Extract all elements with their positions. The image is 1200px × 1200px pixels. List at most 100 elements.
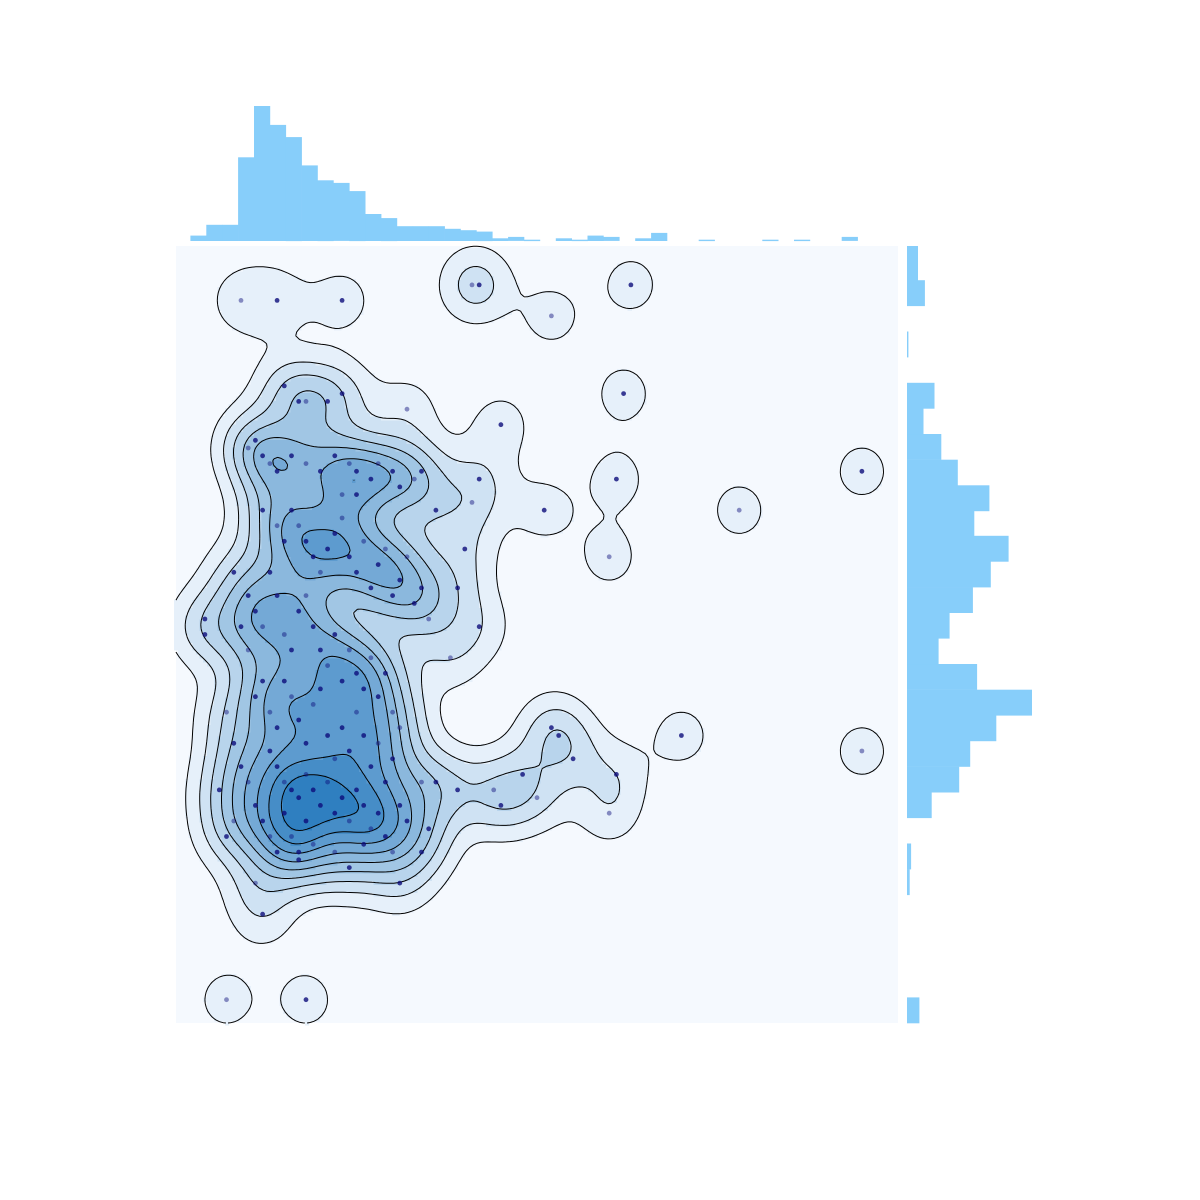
hist-top-bar	[396, 226, 414, 241]
scatter-point	[368, 655, 374, 661]
hist-right-bar	[907, 740, 971, 767]
scatter-point	[253, 803, 258, 808]
scatter-point	[231, 818, 237, 824]
scatter-point	[419, 849, 424, 855]
scatter-point	[383, 834, 388, 839]
scatter-point	[260, 624, 265, 630]
hist-top-bar	[301, 165, 318, 241]
scatter-point	[303, 818, 309, 824]
scatter-point	[354, 569, 359, 575]
scatter-point	[541, 507, 547, 513]
scatter-point	[361, 686, 367, 692]
scatter-point	[289, 834, 294, 839]
scatter-point	[404, 554, 410, 560]
scatter-point	[296, 399, 302, 404]
scatter-points-layer	[202, 282, 865, 1003]
scatter-point	[296, 857, 302, 863]
scatter-point	[274, 849, 280, 855]
scatter-point	[354, 492, 359, 497]
hist-right-bar	[907, 246, 918, 281]
scatter-point	[339, 492, 345, 497]
scatter-point	[274, 523, 280, 529]
scatter-point	[375, 810, 381, 816]
scatter-point	[679, 733, 684, 738]
scatter-point	[736, 507, 742, 513]
scatter-point	[354, 787, 359, 793]
scatter-point	[859, 748, 865, 754]
scatter-point	[390, 849, 395, 855]
scatter-point	[354, 468, 359, 474]
hist-top-bar	[571, 239, 588, 242]
scatter-point	[339, 795, 345, 801]
scatter-point	[433, 779, 439, 785]
scatter-point	[455, 787, 460, 793]
scatter-point	[274, 468, 280, 474]
scatter-point	[411, 476, 417, 482]
scatter-point	[354, 709, 359, 715]
hist-top-bar	[698, 239, 715, 242]
scatter-point	[397, 484, 403, 490]
scatter-point	[491, 787, 497, 793]
scatter-point	[231, 740, 237, 746]
scatter-point	[325, 733, 330, 738]
scatter-point	[346, 818, 352, 824]
scatter-point	[296, 849, 302, 855]
hist-right-bar	[907, 535, 1009, 562]
scatter-point	[318, 686, 323, 692]
scatter-point	[476, 624, 482, 630]
hist-top-bar	[317, 180, 334, 242]
scatter-point	[368, 764, 374, 769]
hist-top-bar	[285, 137, 302, 242]
scatter-point	[260, 911, 265, 917]
scatter-point	[296, 795, 302, 801]
scatter-point	[476, 282, 482, 288]
scatter-point	[303, 997, 309, 1003]
hist-right-bar	[907, 689, 1032, 716]
scatter-point	[354, 670, 359, 676]
scatter-point	[303, 399, 309, 404]
scatter-point	[238, 298, 244, 303]
hist-top-bar	[794, 239, 811, 242]
kde-contour-2	[184, 266, 621, 917]
scatter-point	[253, 694, 258, 700]
hist-top-bar	[254, 106, 271, 241]
scatter-point	[332, 453, 338, 459]
scatter-point	[281, 678, 287, 684]
kde-contour-6	[243, 456, 413, 863]
scatter-point	[332, 756, 338, 762]
scatter-point	[289, 787, 294, 793]
scatter-point	[224, 709, 229, 715]
scatter-point	[281, 383, 287, 389]
scatter-point	[859, 468, 865, 474]
scatter-point	[303, 740, 309, 746]
scatter-point	[361, 733, 367, 738]
scatter-point	[498, 422, 504, 428]
kde-contours	[175, 245, 884, 1024]
hist-right-bar	[907, 715, 997, 742]
hist-top-bar	[381, 218, 398, 242]
hist-right-bar	[907, 843, 912, 870]
kde-contour-3	[200, 374, 572, 892]
hist-top-bar	[190, 235, 207, 241]
hist-top-bar	[428, 226, 445, 241]
scatter-point	[368, 826, 374, 832]
hist-right-bar	[907, 561, 991, 588]
scatter-point	[390, 709, 395, 715]
hist-right-bar	[907, 485, 990, 512]
hist-right-bar	[907, 331, 909, 358]
scatter-point	[289, 647, 294, 653]
scatter-point	[426, 616, 432, 622]
scatter-point	[469, 282, 475, 288]
scatter-point	[339, 391, 345, 396]
hist-top-bar	[349, 191, 366, 242]
scatter-point	[245, 445, 251, 451]
scatter-point	[375, 694, 381, 700]
scatter-point	[231, 569, 237, 575]
hist-right-bar	[907, 382, 935, 409]
scatter-point	[303, 461, 309, 466]
scatter-point	[368, 585, 374, 591]
scatter-point	[253, 437, 258, 443]
scatter-point	[397, 577, 403, 583]
scatter-point	[390, 468, 395, 474]
scatter-point	[469, 500, 475, 505]
